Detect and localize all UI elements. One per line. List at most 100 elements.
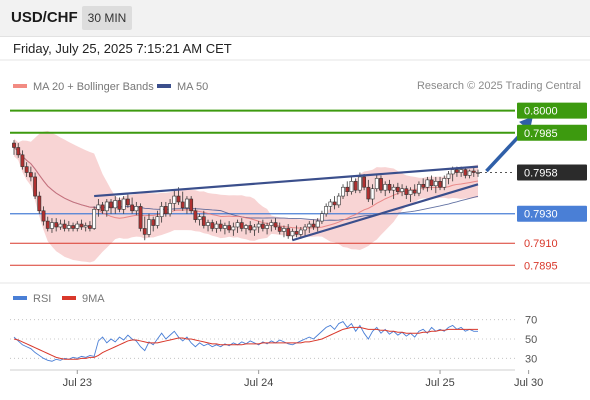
candle-body: [324, 206, 329, 215]
candle-body: [298, 229, 303, 235]
candle-body: [429, 179, 434, 187]
candle-body: [383, 183, 388, 191]
chart-header: USD/CHF 30 MIN: [0, 0, 590, 37]
candle-body: [100, 204, 105, 212]
timeframe-button[interactable]: 30 MIN: [82, 6, 132, 30]
rsi-panel: 70 50 30: [10, 315, 537, 365]
candle-body: [244, 225, 248, 229]
level-label-0.7930: 0.7930: [524, 209, 558, 221]
candle-body: [252, 226, 257, 231]
legend-label: MA 50: [177, 81, 208, 93]
candle-body: [16, 147, 21, 156]
level-labels: 0.8000 0.7985 0.7958 0.7930 0.7910 0.7895: [517, 102, 587, 272]
candle-body: [345, 186, 350, 192]
candle-body: [125, 198, 130, 206]
candle-body: [476, 172, 480, 174]
candle-body: [12, 142, 16, 148]
bollinger-bands: [14, 130, 478, 263]
candle-body: [467, 170, 472, 176]
candle-body: [425, 179, 430, 188]
level-label-0.8000: 0.8000: [524, 106, 558, 118]
candle-body: [320, 213, 324, 222]
candle-body: [134, 206, 139, 212]
candle-body: [96, 204, 101, 210]
x-tick-label: Jul 25: [425, 377, 454, 389]
rsi-legend: RSI 9MA: [13, 293, 105, 305]
candle-body: [66, 225, 71, 229]
candle-body: [303, 226, 307, 231]
candle-body: [349, 181, 354, 192]
candle-body: [248, 225, 253, 231]
price-legend: MA 20 + Bollinger Bands MA 50: [13, 81, 208, 93]
trendline: [94, 165, 479, 198]
key-levels: [10, 109, 515, 266]
candle-body: [223, 225, 227, 229]
candle-body: [315, 220, 320, 228]
candle-body: [168, 203, 172, 215]
candle-body: [421, 183, 426, 188]
chart-datetime: Friday, July 25, 2025 7:15:21 AM CET: [13, 41, 232, 56]
candle-body: [117, 200, 122, 210]
symbol-label: USD/CHF: [11, 9, 78, 26]
candle-body: [121, 198, 126, 210]
level-tag-0.7958: [517, 164, 587, 181]
candle-body: [417, 183, 421, 194]
candle-body: [370, 188, 375, 200]
candle-body: [362, 176, 367, 188]
candle-body: [408, 189, 413, 195]
candle-body: [189, 198, 194, 212]
candle-body: [159, 206, 164, 217]
candle-body: [273, 222, 278, 228]
candle-body: [193, 210, 198, 220]
level-label-0.7910: 0.7910: [524, 238, 558, 250]
candle-body: [231, 226, 236, 231]
candle-body: [307, 223, 312, 228]
level-label-0.7985: 0.7985: [524, 128, 558, 140]
candle-body: [446, 173, 451, 179]
trendline: [292, 183, 479, 242]
x-ticks: Jul 23 Jul 24 Jul 25 Jul 30: [63, 370, 543, 389]
candle-body: [201, 216, 206, 226]
candle-body: [28, 172, 33, 178]
candle-body: [395, 186, 400, 192]
candle-body: [185, 198, 189, 209]
candle-body: [62, 223, 67, 229]
candle-body: [433, 181, 438, 187]
rsi-tick-30: 30: [525, 353, 537, 365]
candle-body: [442, 178, 447, 188]
candle-body: [138, 206, 143, 229]
candle-body: [58, 223, 63, 228]
candle-body: [277, 226, 282, 232]
x-tick-label: Jul 24: [244, 377, 273, 389]
rsi-ma-line: [13, 326, 478, 360]
candle-body: [33, 176, 37, 197]
candle-body: [147, 219, 151, 235]
candle-body: [180, 201, 185, 209]
candle-body: [155, 216, 160, 226]
candle-body: [83, 225, 88, 228]
candle-body: [374, 178, 379, 190]
level-label-0.7895: 0.7895: [524, 260, 558, 272]
candle-body: [214, 223, 219, 229]
candle-body: [109, 201, 113, 209]
candle-body: [332, 201, 337, 206]
level-tag-0.7985: [517, 124, 587, 141]
candle-body: [459, 169, 464, 173]
moving-averages: [13, 147, 479, 229]
candle-body: [357, 176, 362, 191]
candle-body: [104, 201, 109, 212]
candle-body: [176, 195, 181, 203]
candle-body: [463, 169, 468, 176]
research-credit: Research © 2025 Trading Central: [416, 80, 581, 92]
level-tag-0.7930: [517, 205, 587, 222]
bollinger-band-area: [14, 130, 478, 263]
candle-body: [256, 223, 261, 228]
candle-body: [366, 186, 371, 200]
rsi-tick-70: 70: [525, 315, 537, 327]
candle-body: [113, 200, 118, 209]
candle-body: [20, 154, 25, 167]
level-tag-0.8000: [517, 102, 587, 119]
candle-body: [391, 186, 396, 191]
legend-label: RSI: [33, 293, 51, 305]
